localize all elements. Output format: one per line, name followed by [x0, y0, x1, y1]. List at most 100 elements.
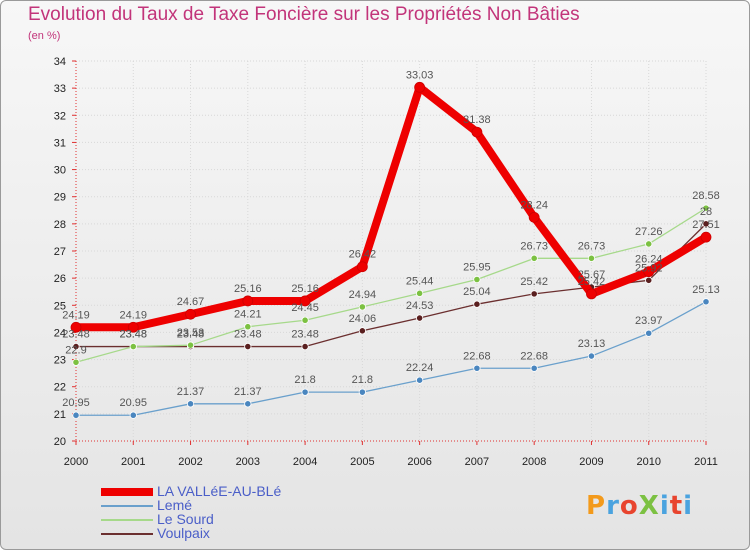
logo-letter: P: [586, 491, 607, 521]
data-point-le-sourd: [244, 323, 252, 331]
data-point-la-vall-e-au-bl-: [185, 308, 196, 320]
data-label-lem-: 21.37: [234, 386, 262, 398]
logo-letter: r: [606, 491, 620, 521]
x-tick-label: 2001: [121, 456, 145, 468]
data-label-voulpaix: 23.48: [120, 329, 148, 341]
y-tick-label: 30: [54, 165, 66, 177]
data-label-le-sourd: 23.53: [177, 327, 205, 339]
data-label-la-vall-e-au-bl-: 24.19: [120, 309, 148, 321]
data-label-la-vall-e-au-bl-: 25.16: [291, 283, 319, 295]
data-label-lem-: 20.95: [120, 397, 148, 409]
y-tick-label: 31: [54, 137, 66, 149]
data-label-lem-: 21.8: [294, 374, 315, 386]
x-tick-label: 2004: [293, 456, 317, 468]
data-label-lem-: 22.68: [463, 350, 491, 362]
data-point-lem-: [244, 400, 252, 408]
legend-swatch: [101, 505, 153, 507]
data-label-la-vall-e-au-bl-: 24.19: [62, 309, 90, 321]
y-tick-label: 25: [54, 300, 66, 312]
data-label-voulpaix: 24.06: [349, 313, 377, 325]
data-point-la-vall-e-au-bl-: [70, 321, 82, 333]
legend-swatch: [101, 533, 153, 535]
legend-label: Le Sourd: [157, 511, 214, 527]
data-label-la-vall-e-au-bl-: 33.03: [406, 69, 434, 81]
data-label-la-vall-e-au-bl-: 25.16: [234, 283, 262, 295]
data-point-voulpaix: [702, 220, 710, 228]
data-label-le-sourd: 25.95: [463, 262, 491, 274]
x-tick-label: 2006: [407, 456, 431, 468]
data-label-voulpaix: 23.48: [234, 329, 262, 341]
data-point-le-sourd: [416, 289, 424, 297]
data-point-le-sourd: [473, 275, 481, 284]
y-tick-label: 22: [54, 382, 66, 394]
x-tick-label: 2005: [350, 456, 374, 468]
x-tick-label: 2008: [522, 456, 546, 468]
series-layer: [70, 81, 712, 419]
data-point-lem-: [72, 411, 80, 419]
data-label-lem-: 25.13: [692, 284, 720, 296]
data-point-lem-: [186, 400, 195, 408]
proxiti-logo: ProXiti: [586, 491, 693, 521]
data-label-la-vall-e-au-bl-: 24.67: [177, 296, 205, 308]
x-tick-label: 2010: [636, 456, 660, 468]
y-tick-label: 20: [54, 436, 66, 448]
data-point-lem-: [645, 329, 653, 337]
data-point-voulpaix: [358, 327, 366, 335]
y-tick-label: 26: [54, 273, 66, 285]
data-point-voulpaix: [645, 276, 653, 284]
data-point-voulpaix: [72, 342, 80, 351]
axes: 20 21 22 23 24 25 26 27 28 29 30 31 32 33 34 2000 2001 20…: [54, 56, 718, 468]
data-label-la-vall-e-au-bl-: 26.42: [349, 249, 377, 261]
data-point-lem-: [129, 411, 137, 419]
data-point-la-vall-e-au-bl-: [299, 295, 311, 307]
data-point-le-sourd: [129, 342, 137, 351]
data-label-lem-: 21.8: [352, 374, 373, 386]
legend-label: Lemé: [157, 497, 193, 513]
data-label-voulpaix: 28: [700, 206, 712, 218]
data-point-voulpaix: [530, 290, 538, 298]
data-label-voulpaix: 23.48: [177, 329, 205, 341]
data-point-voulpaix: [416, 314, 424, 322]
data-label-la-vall-e-au-bl-: 31.38: [463, 114, 491, 126]
data-label-lem-: 22.24: [406, 362, 434, 374]
series-line-lem-: [75, 301, 707, 416]
data-point-le-sourd: [186, 341, 195, 349]
chart-subtitle: (en %): [28, 30, 61, 42]
y-tick-label: 29: [54, 192, 66, 204]
y-tick-label: 32: [54, 110, 66, 122]
data-label-voulpaix: 25.42: [520, 276, 548, 288]
series-line-le-sourd: [75, 207, 707, 363]
data-label-voulpaix: 25.92: [635, 262, 663, 274]
data-label-lem-: 20.95: [62, 397, 90, 409]
legend-label: Voulpaix: [157, 525, 210, 541]
data-label-le-sourd: 22.9: [65, 344, 86, 356]
data-label-voulpaix: 23.48: [62, 329, 90, 341]
data-label-le-sourd: 23.48: [120, 329, 148, 341]
data-point-lem-: [301, 388, 309, 396]
data-point-la-vall-e-au-bl-: [414, 81, 426, 93]
data-label-le-sourd: 27.26: [635, 226, 663, 238]
data-point-le-sourd: [301, 316, 309, 324]
data-label-le-sourd: 24.45: [291, 302, 319, 314]
data-point-la-vall-e-au-bl-: [242, 295, 254, 307]
data-label-lem-: 23.13: [578, 338, 606, 350]
data-point-voulpaix: [473, 300, 481, 308]
data-point-le-sourd: [587, 254, 596, 262]
data-point-lem-: [530, 364, 538, 372]
data-label-lem-: 22.68: [520, 350, 548, 362]
x-tick-label: 2011: [694, 456, 718, 468]
data-point-lem-: [587, 352, 596, 360]
legend-swatch: [101, 519, 153, 521]
data-point-le-sourd: [72, 358, 80, 366]
data-point-la-vall-e-au-bl-: [127, 321, 139, 333]
logo-letter: i: [659, 491, 670, 521]
logo-letter: i: [683, 491, 694, 521]
logo-letter: o: [619, 491, 639, 521]
data-point-voulpaix: [244, 342, 252, 351]
data-label-le-sourd: 25.44: [406, 275, 434, 287]
data-label-voulpaix: 25.67: [578, 269, 606, 281]
data-label-la-vall-e-au-bl-: 26.24: [635, 254, 663, 266]
x-tick-label: 2009: [579, 456, 603, 468]
data-label-la-vall-e-au-bl-: 28.24: [520, 199, 548, 211]
